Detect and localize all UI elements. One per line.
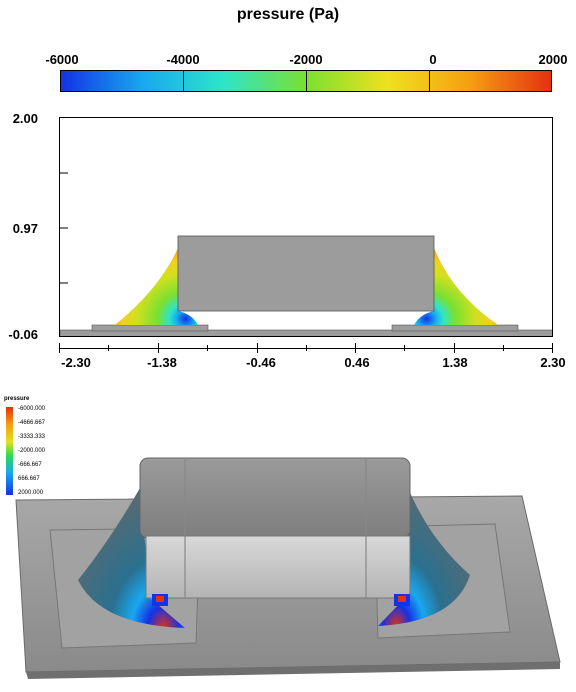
x-tick [454,343,455,353]
component-front-3d [145,535,411,599]
substrate [60,329,552,336]
legend-value: -4666.667 [18,420,46,426]
x-minor-tick [404,345,405,351]
x-tick-label: -0.46 [246,355,276,370]
left-pad [91,324,209,332]
left-solder-fillet [115,248,198,325]
x-minor-tick [306,345,307,351]
3d-render-svg [15,457,561,679]
right-solder-fillet [414,248,498,325]
x-tick-label: 0.46 [344,355,370,370]
y-tick-label: 0.97 [12,221,38,236]
legend-value: -666.667 [18,462,42,468]
x-minor-tick [108,345,109,351]
pressure-colorbar [60,70,552,92]
component-top-3d [139,457,411,539]
colorbar-label: 2000 [538,52,568,67]
board-edge [26,662,560,679]
colorbar-label: -4000 [166,52,200,67]
x-tick [355,343,356,353]
y-tick-label: 2.00 [12,111,38,126]
legend-value: 666.667 [18,476,40,482]
figure-title: pressure (Pa) [236,6,340,23]
x-minor-tick [207,345,208,351]
colorbar-tick [306,71,307,91]
x-tick [552,343,553,353]
legend-value: -2000.000 [18,448,46,454]
3d-render [0,390,576,687]
right-pad [391,324,519,332]
left-solder-fillet-3d [78,488,185,628]
cross-section-svg [60,172,552,336]
y-tick-label: -0.06 [8,327,38,342]
component-block [177,235,435,312]
x-minor-tick [503,345,504,351]
3d-legend: pressure -6000.000 -4666.667 -3333.333 -… [4,396,74,506]
x-tick-label: -2.30 [61,355,91,370]
x-tick-label: 1.38 [442,355,468,370]
x-tick [59,343,60,353]
colorbar-label: -2000 [289,52,323,67]
legend-value: 2000.000 [18,490,44,496]
legend-title: pressure [4,396,30,402]
cross-section-plot [59,117,553,337]
right-solder-fillet-3d [378,488,470,626]
colorbar-label: 0 [429,52,437,67]
x-tick [257,343,258,353]
legend-value: -3333.333 [18,434,46,440]
colorbar-label: -6000 [45,52,79,67]
colorbar-tick [183,71,184,91]
legend-colorbar [6,407,13,495]
x-tick [158,343,159,353]
x-tick-label: -1.38 [147,355,177,370]
x-tick-label: 2.30 [540,355,566,370]
legend-value: -6000.000 [18,406,46,412]
colorbar-tick [429,71,430,91]
